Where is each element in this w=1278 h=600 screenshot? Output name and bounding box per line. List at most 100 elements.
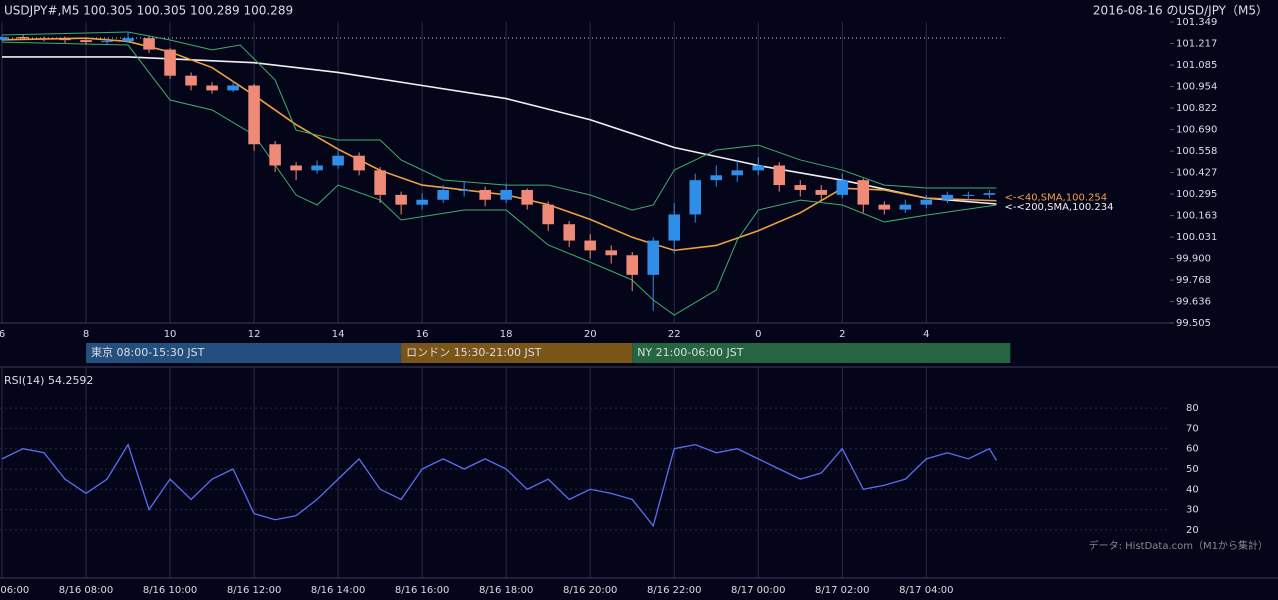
y-tick-label: 101.349 [1176, 17, 1217, 28]
y-tick-label: 100.822 [1176, 103, 1217, 114]
candle-body [311, 165, 323, 171]
candle-body [857, 180, 870, 205]
x-tick-label: 10 [164, 329, 177, 340]
candle-body [122, 38, 134, 42]
candle-body [374, 170, 386, 195]
x-tick-label: 12 [248, 329, 261, 340]
candle-body [689, 180, 702, 215]
session-bar [401, 343, 633, 363]
annotation: <-<40,SMA,100.254 [1004, 193, 1107, 204]
candle-body [164, 49, 176, 76]
candle-body [395, 194, 407, 205]
candle-body [332, 155, 344, 166]
candle-body [920, 199, 933, 205]
x-tick-label: 8/17 02:00 [815, 585, 869, 596]
y-tick-label: 100.427 [1176, 168, 1217, 179]
x-tick-label: 4 [923, 329, 929, 340]
rsi-title: RSI(14) 54.2592 [4, 374, 93, 387]
candle-body [290, 165, 302, 171]
y-tick-label: 80 [1186, 403, 1199, 414]
x-tick-label: 20 [584, 329, 597, 340]
indicator-line [1, 37, 997, 252]
candle-body [752, 165, 765, 171]
x-tick-label: 8/17 04:00 [899, 585, 953, 596]
candle-body [542, 204, 554, 225]
candle-body [353, 155, 365, 171]
candle-body [143, 38, 155, 50]
candle-body [248, 85, 260, 145]
x-tick-label: 2 [839, 329, 845, 340]
session-bar [86, 343, 402, 363]
x-tick-label: 18 [500, 329, 513, 340]
x-tick-label: 8/16 12:00 [227, 585, 281, 596]
indicator-line [2, 56, 997, 205]
candle-body [521, 189, 533, 205]
candle-body [815, 189, 828, 195]
candle-body [899, 204, 912, 210]
y-tick-label: 100.954 [1176, 81, 1217, 92]
candle-body [479, 189, 491, 200]
candle-body [605, 250, 617, 256]
indicator-line [1, 41, 997, 316]
candle-body [647, 240, 659, 275]
candle-body [38, 38, 50, 40]
x-tick-label: 14 [332, 329, 345, 340]
indicator-line [1, 31, 997, 211]
candle-body [101, 41, 113, 43]
x-tick-label: 0 [755, 329, 761, 340]
y-tick-label: 99.768 [1176, 275, 1211, 286]
candle-body [836, 180, 849, 195]
y-tick-label: 40 [1186, 484, 1199, 495]
candle-body [668, 214, 681, 241]
y-tick-label: 100.295 [1176, 189, 1217, 200]
candle-body [794, 185, 807, 190]
x-tick-label: 6 [0, 329, 5, 340]
candle-body [710, 175, 723, 181]
candle-body [185, 75, 197, 86]
x-tick-label: 8/16 18:00 [479, 585, 533, 596]
y-tick-label: 50 [1186, 464, 1199, 475]
candle-body [59, 38, 71, 41]
y-tick-label: 20 [1186, 525, 1199, 536]
candle-body [0, 37, 8, 40]
y-tick-label: 99.636 [1176, 297, 1211, 308]
y-tick-label: 99.505 [1176, 318, 1211, 329]
annotation: <-<200,SMA,100.234 [1004, 202, 1113, 213]
x-tick-label: 8/16 20:00 [563, 585, 617, 596]
rsi-line [1, 443, 998, 528]
candle-body [227, 85, 239, 91]
candle-body [416, 199, 428, 205]
y-tick-label: 99.900 [1176, 254, 1211, 265]
x-tick-label: 8/17 00:00 [731, 585, 785, 596]
y-tick-label: 70 [1186, 423, 1199, 434]
candle-body [458, 189, 470, 191]
x-tick-label: 16 [416, 329, 429, 340]
candle-body [731, 170, 744, 176]
candle-body [626, 255, 638, 275]
x-tick-label: 8 [83, 329, 89, 340]
source-note: データ: HistData.com（M1から集計） [1089, 539, 1268, 552]
candle-body [80, 40, 92, 43]
session-bar [632, 343, 1011, 363]
session-label: ロンドン 15:30-21:00 JST [406, 346, 542, 359]
chart-title: USDJPY#,M5 100.305 100.305 100.289 100.2… [4, 4, 293, 18]
y-tick-label: 60 [1186, 444, 1199, 455]
y-tick-label: 100.558 [1176, 146, 1217, 157]
candle-body [962, 194, 975, 196]
session-label: NY 21:00-06:00 JST [637, 346, 744, 359]
chart-subtitle: 2016-08-16 のUSD/JPY（M5） [1093, 4, 1268, 18]
candle-body [584, 240, 596, 251]
y-tick-label: 100.163 [1176, 211, 1217, 222]
candle-body [500, 189, 512, 200]
candle-body [437, 189, 449, 200]
y-tick-label: 100.690 [1176, 125, 1217, 136]
x-tick-label: 8/16 10:00 [143, 585, 197, 596]
x-tick-label: 8/16 06:00 [0, 585, 29, 596]
candle-body [206, 85, 218, 91]
candle-body [269, 144, 281, 166]
x-tick-label: 8/16 08:00 [59, 585, 113, 596]
x-tick-label: 8/16 22:00 [647, 585, 701, 596]
session-label: 東京 08:00-15:30 JST [91, 345, 205, 359]
y-tick-label: 30 [1186, 505, 1199, 516]
